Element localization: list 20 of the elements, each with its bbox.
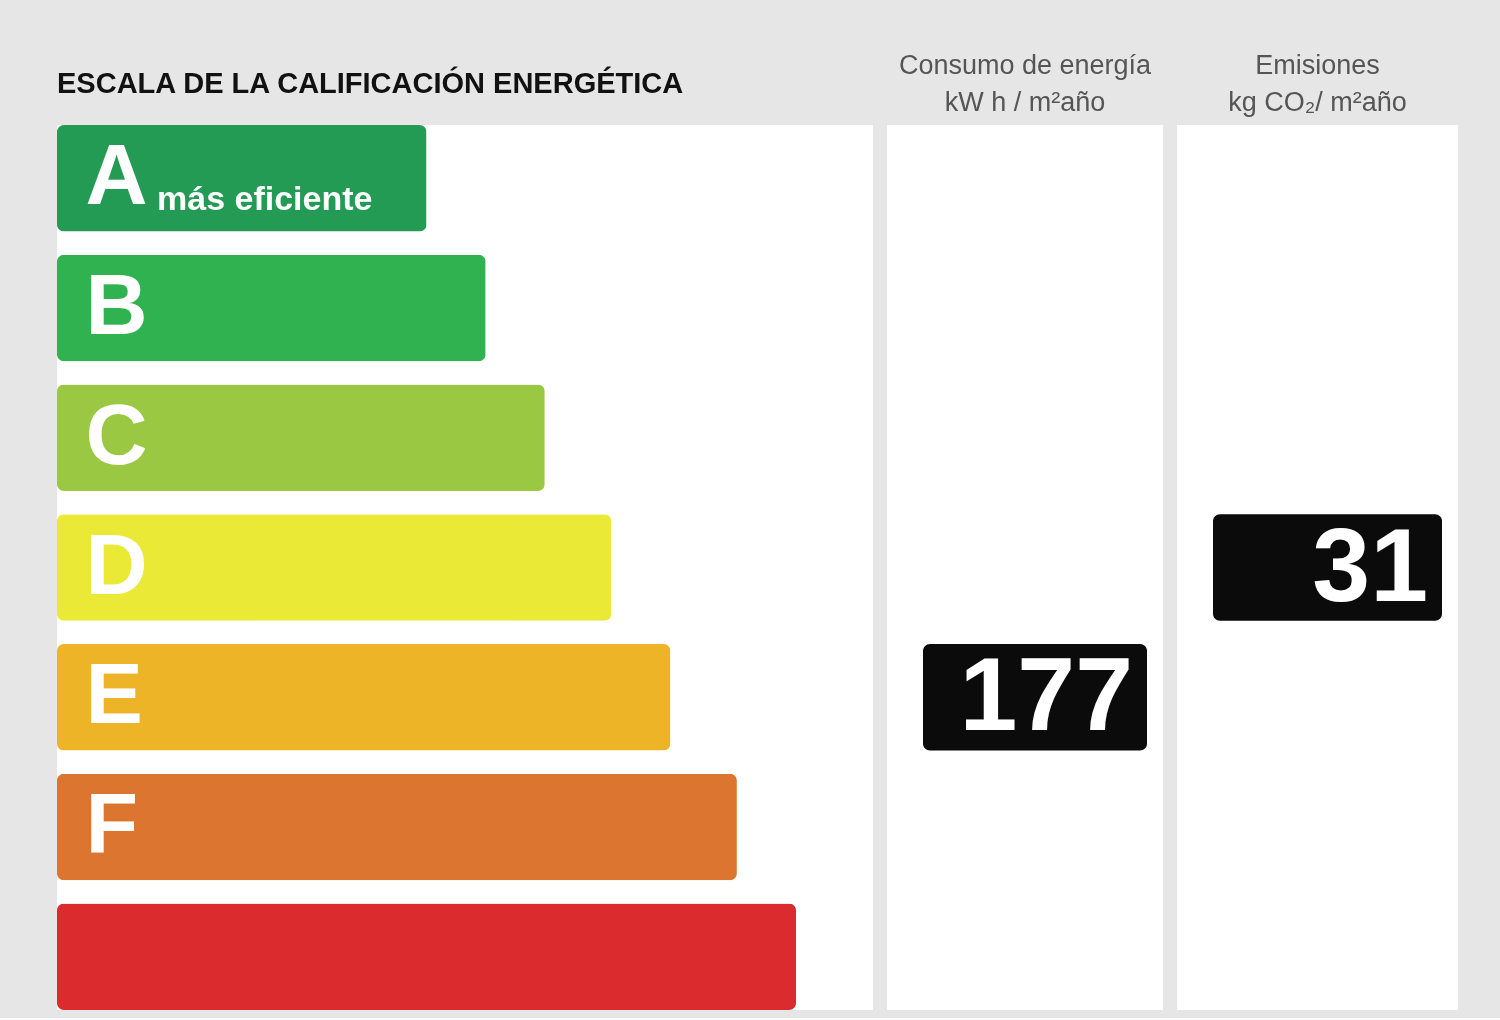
- bar: [57, 384, 545, 491]
- text: Consumo de energía: [898, 50, 1153, 80]
- chart-title: ESCALA DE LA CALIFICACIÓN ENERGÉTICA: [57, 66, 684, 99]
- y-tick-label: D: [85, 515, 148, 612]
- bar: [57, 773, 737, 881]
- bar: [57, 903, 796, 1010]
- bar: [57, 254, 486, 362]
- y-tick-label: E: [85, 645, 143, 742]
- bar: [57, 644, 671, 751]
- y-tick-label: A: [85, 126, 148, 223]
- text: kW h / m²año: [944, 87, 1106, 117]
- annotation: más eficiente: [157, 179, 373, 218]
- text: kg CO₂/ m²año: [1228, 87, 1407, 117]
- y-tick-label: B: [85, 255, 148, 352]
- data-label: 31: [1312, 506, 1428, 623]
- bar: [57, 514, 612, 621]
- data-label: 177: [959, 636, 1133, 753]
- y-tick-label: C: [85, 385, 148, 482]
- y-tick-label: F: [85, 775, 139, 872]
- text: Emisiones: [1255, 50, 1380, 80]
